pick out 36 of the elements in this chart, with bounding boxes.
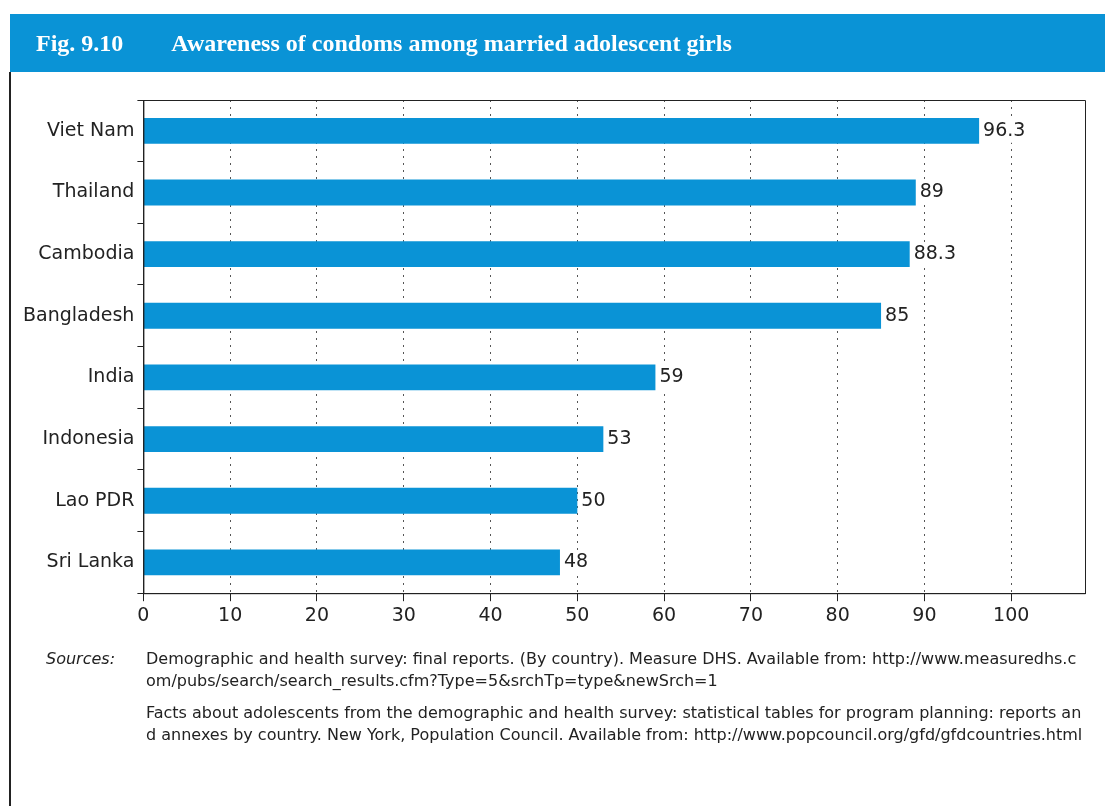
y-tick-label: Lao PDR [55,487,135,510]
text: Demographic and health survey: final reports. (By country). Measure DHS. Available from: http://www.measuredhs.com/pubs/search/search_results.cfm?Type=5&srchTp=type&newSrch=1 [146,648,1078,692]
bar [143,549,560,576]
x-tick-label: 10 [218,602,243,625]
y-tick-label: Cambodia [38,241,135,264]
bar [143,179,916,206]
x-tick-label: 100 [993,602,1030,625]
y-tick-label: Indonesia [42,426,135,449]
y-tick-label: Bangladesh [22,302,135,325]
y-tick-label: Sri Lanka [46,549,135,572]
x-tick-label: 20 [304,602,330,625]
bar [143,241,910,268]
data-label: 89 [919,179,944,202]
y-tick-label: Viet Nam [46,117,135,140]
x-tick-label: 90 [912,602,937,625]
x-tick-label: 0 [137,602,150,625]
data-label: 48 [563,549,589,572]
x-tick-label: 60 [652,602,677,625]
data-label: 88.3 [913,241,957,264]
data-label: 50 [581,487,606,510]
y-tick-label: Thailand [51,179,135,202]
data-label: 85 [885,302,910,325]
bar [143,117,980,144]
text: Facts about adolescents from the demographic and health survey: statistical tables for program planning: reports and annexes by country. New York, Population Council. Available from: http://www.popcouncil.org/gfd/gfdcountries.html [146,702,1084,746]
x-tick-label: 50 [565,602,590,625]
data-label: 96.3 [983,117,1026,140]
x-tick-label: 80 [825,602,850,625]
source-note: Sources: [46,648,117,670]
data-label: 59 [659,364,684,387]
y-tick-label: India [87,364,135,387]
bar [143,364,656,391]
x-tick-label: 30 [391,602,416,625]
chart-title: Fig. 9.10 Awareness of condoms among married adolescent girls [10,14,1105,72]
data-label: 53 [607,426,632,449]
x-tick-label: 40 [478,602,503,625]
x-tick-label: 70 [738,602,763,625]
